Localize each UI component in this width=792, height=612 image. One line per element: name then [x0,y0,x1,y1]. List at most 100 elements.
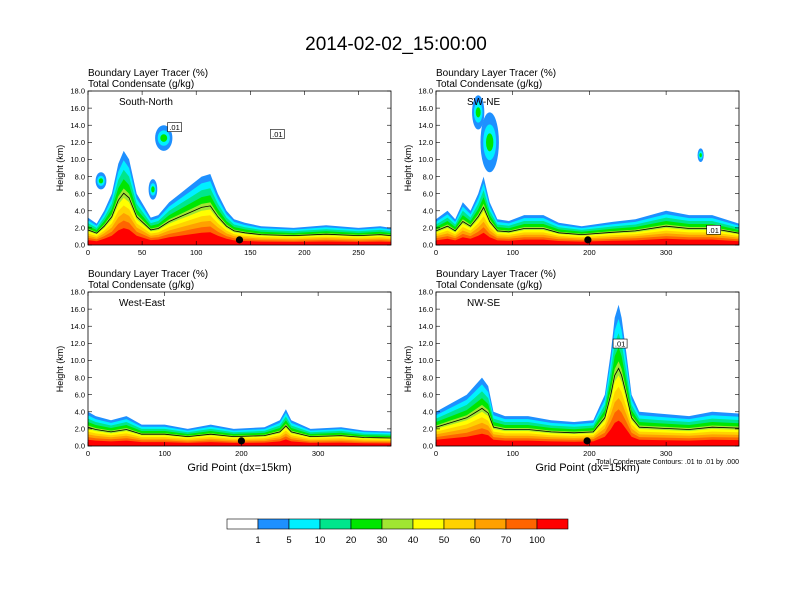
y-tick-label: 12.0 [70,138,85,147]
tracer-title: Boundary Layer Tracer (%) [436,269,556,280]
x-tick-label: 0 [86,449,90,458]
surface-marker [584,236,592,244]
colorbar: 1 5 10 20 30 40 50 60 70 100 [226,518,569,546]
panel-label: South-North [119,97,173,108]
tracer-patch-center [486,133,494,152]
y-tick-label: 14.0 [418,322,433,331]
y-tick-label: 10.0 [70,155,85,164]
colorbar-swatch [288,518,321,530]
colorbar-label: 30 [377,535,388,546]
y-tick-label: 4.0 [75,206,85,215]
y-tick-label: 8.0 [423,172,433,181]
colorbar-swatch [226,518,259,530]
panel-west-east: Boundary Layer Tracer (%)Total Condensat… [55,269,392,474]
colorbar-swatch [350,518,383,530]
x-axis-label: Grid Point (dx=15km) [187,462,291,474]
colorbar-label: 1 [255,535,260,546]
y-tick-label: 0.0 [75,241,85,250]
y-tick-label: 8.0 [75,373,85,382]
tracer-patch-center [160,134,168,142]
contour-label-box [270,129,285,139]
panels: Boundary Layer Tracer (%)Total Condensat… [55,68,740,474]
tracer-level-10 [436,232,739,245]
y-tick-label: 6.0 [75,390,85,399]
x-tick-label: 200 [298,248,311,257]
condensate-contour [436,206,739,236]
x-tick-label: 100 [506,449,519,458]
condensate-title: Total Condensate (g/kg) [88,79,194,90]
contour-label-box [167,122,182,132]
y-tick-label: 12.0 [418,339,433,348]
condensate-contour [88,192,391,237]
colorbar-swatch [536,518,569,530]
plot-frame [435,90,740,246]
tracer-title: Boundary Layer Tracer (%) [436,68,556,79]
tracer-level-10 [436,420,739,446]
y-tick-label: 6.0 [423,189,433,198]
y-tick-label: 10.0 [418,155,433,164]
x-tick-label: 300 [312,449,325,458]
x-tick-label: 300 [660,449,673,458]
y-tick-label: 0.0 [423,241,433,250]
y-axis-label: Height (km) [55,346,65,393]
colorbar-label: 20 [346,535,357,546]
colorbar-label: 10 [315,535,326,546]
tracer-field: .01 [436,95,739,245]
panel-nw-se: Boundary Layer Tracer (%)Total Condensat… [403,269,740,474]
colorbar-label: 100 [529,535,545,546]
colorbar-swatch [412,518,445,530]
y-tick-label: 2.0 [423,224,433,233]
x-tick-label: 100 [190,248,203,257]
x-tick-label: 100 [506,248,519,257]
y-tick-label: 2.0 [75,425,85,434]
colorbar-swatch [443,518,476,530]
y-tick-label: 16.0 [418,104,433,113]
condensate-title: Total Condensate (g/kg) [436,79,542,90]
y-tick-label: 2.0 [75,224,85,233]
x-tick-label: 300 [660,248,673,257]
panel-label: West-East [119,298,165,309]
contour-label: .01 [169,123,179,132]
y-tick-label: 6.0 [75,189,85,198]
y-tick-label: 14.0 [418,121,433,130]
tracer-field: .01 [436,304,739,446]
y-tick-label: 12.0 [70,339,85,348]
contour-label-box [612,338,628,349]
tracer-field [88,409,391,446]
y-tick-label: 16.0 [418,305,433,314]
surface-marker [235,236,244,244]
y-tick-label: 16.0 [70,305,85,314]
contour-label: .01 [615,340,625,349]
tracer-field: .01 .01 [88,122,391,245]
condensate-contour [88,425,391,439]
colorbar-label: 60 [470,535,481,546]
y-axis-label: Height (km) [55,145,65,192]
panel-sw-ne: Boundary Layer Tracer (%)Total Condensat… [403,68,740,257]
x-tick-label: 0 [86,248,90,257]
tracer-title: Boundary Layer Tracer (%) [88,68,208,79]
contour-footnote: Total Condensate Contours: .01 to .01 by… [596,459,739,466]
condensate-title: Total Condensate (g/kg) [436,280,542,291]
y-tick-label: 14.0 [70,121,85,130]
condensate-contour [436,367,739,434]
tracer-patch-center [98,178,104,184]
contour-label: .01 [708,226,718,235]
surface-marker [583,437,591,445]
y-axis-label: Height (km) [403,145,413,192]
colorbar-label: 70 [501,535,512,546]
x-axis-label: Grid Point (dx=15km) [535,462,639,474]
tracer-level-10 [88,228,391,245]
panel-label: NW-SE [467,298,500,309]
y-tick-label: 16.0 [70,104,85,113]
contour-label: .01 [272,130,282,139]
y-tick-label: 8.0 [423,373,433,382]
y-tick-label: 6.0 [423,390,433,399]
y-tick-label: 8.0 [75,172,85,181]
y-tick-label: 18.0 [418,87,433,96]
y-tick-label: 4.0 [423,407,433,416]
y-tick-label: 4.0 [423,206,433,215]
tracer-title: Boundary Layer Tracer (%) [88,269,208,280]
surface-marker [237,437,246,445]
tracer-level-10 [88,439,391,446]
